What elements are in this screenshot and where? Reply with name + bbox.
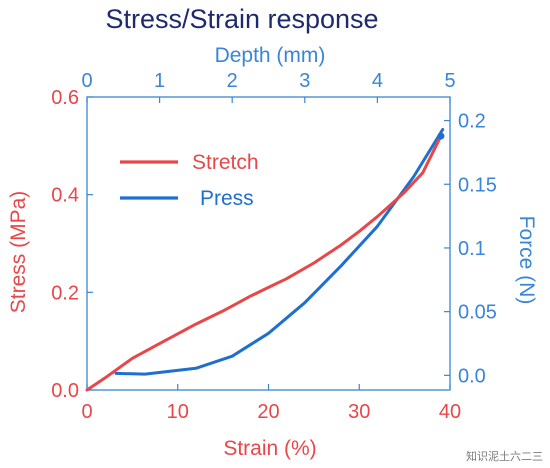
x2-tick-label: 0: [81, 70, 92, 92]
y2-axis-title: Force (N): [515, 216, 538, 305]
x-tick-label: 30: [348, 401, 370, 423]
y2-tick-label: 0.0: [458, 365, 486, 387]
y-tick-label: 0.0: [51, 380, 79, 402]
series-endpoint-marker: [437, 132, 445, 140]
y-tick-label: 0.2: [51, 282, 79, 304]
axis-ticks: [86, 96, 451, 391]
x2-tick-label: 1: [154, 70, 165, 92]
x-tick-label: 40: [439, 401, 461, 423]
x-tick-label: 0: [81, 401, 92, 423]
y-tick-label: 0.4: [51, 185, 79, 207]
legend: Stretch Press: [120, 151, 259, 210]
series-line-press: [114, 128, 445, 376]
x2-tick-label: 2: [227, 70, 238, 92]
y2-tick-label: 0.1: [458, 238, 486, 260]
x-tick-label: 20: [257, 401, 279, 423]
x2-tick-label: 4: [372, 70, 383, 92]
legend-label-press: Press: [200, 187, 254, 210]
x2-axis-title: Depth (mm): [215, 44, 326, 67]
chart-title: Stress/Strain response: [105, 4, 378, 34]
legend-label-stretch: Stretch: [192, 151, 259, 174]
x-tick-label: 10: [167, 401, 189, 423]
y2-tick-label: 0.2: [458, 111, 486, 133]
axis-tick-labels: 0 10 20 30 40 0 1 2 3 4 5 0.0 0.2 0.4 0.6 0.0 0.05 0.1 0.1…: [51, 70, 497, 423]
y-axis-title: Stress (MPa): [7, 191, 30, 314]
y2-tick-label: 0.05: [458, 302, 497, 324]
series-line-stretch: [85, 134, 443, 392]
x2-tick-label: 3: [299, 70, 310, 92]
y-tick-label: 0.6: [51, 87, 79, 109]
x2-tick-label: 5: [444, 70, 455, 92]
plot-frame: [86, 96, 451, 391]
x-axis-title: Strain (%): [223, 437, 316, 460]
series-layer: [85, 128, 445, 392]
y2-tick-label: 0.15: [458, 174, 497, 196]
watermark: 知识泥土六二三: [466, 449, 543, 463]
